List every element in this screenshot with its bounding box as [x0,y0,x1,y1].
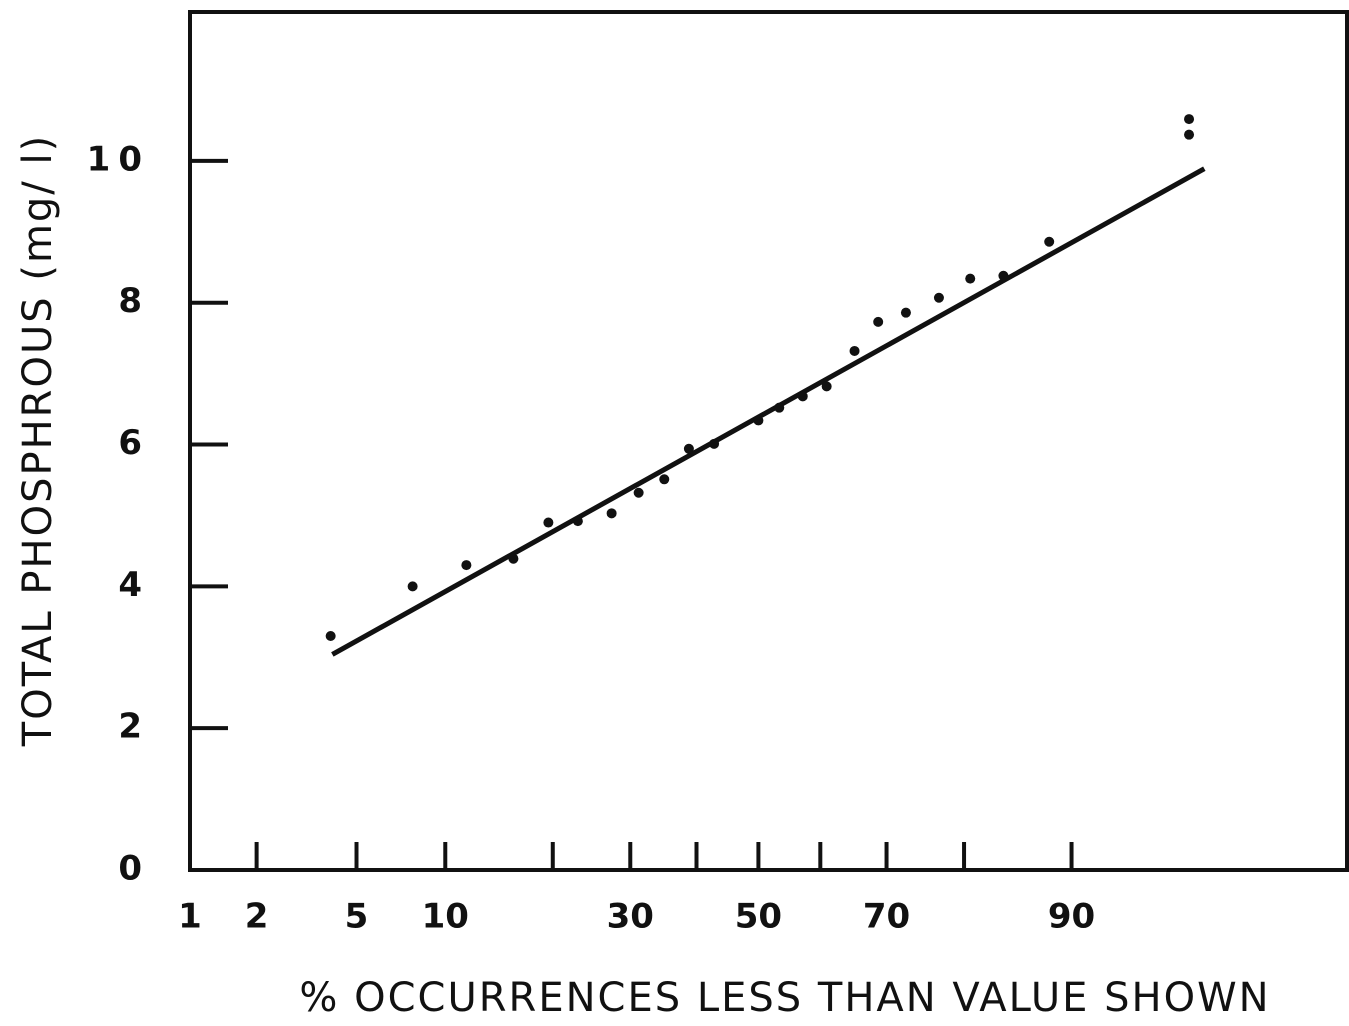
y-tick-label: 4 [118,565,150,605]
point [774,402,785,413]
point [873,316,884,327]
point [1044,236,1055,247]
x-tick-label: 1 [178,897,202,937]
point [821,381,832,392]
x-tick-label: 90 [1048,897,1095,937]
x-tick-label: 2 [245,897,269,937]
point [1184,129,1195,140]
y-tick-label: 10 [87,139,150,179]
point [753,415,764,426]
fit-line [331,166,1206,657]
point [933,292,944,303]
point [849,345,860,356]
point [543,517,554,528]
y-tick-label: 2 [118,707,150,747]
x-tick-label: 30 [607,897,654,937]
point [633,487,644,498]
y-tick-label: 0 [118,849,150,889]
y-tick-label: 6 [118,423,150,463]
point [461,560,472,571]
x-tick-label: 5 [345,897,369,937]
point [965,273,976,284]
x-axis-label: % OCCURRENCES LESS THAN VALUE SHOWN [299,975,1270,1021]
point [508,553,519,564]
point [797,391,808,402]
y-axis-label: TOTAL PHOSPHROUS (mg/ l) [15,134,61,747]
point [325,631,336,641]
point [572,516,583,527]
x-tick-label: 50 [735,897,782,937]
point [709,438,720,449]
point [1184,114,1195,125]
point [407,581,418,592]
point [659,474,670,485]
x-tick-label: 70 [863,897,910,937]
point [998,270,1009,281]
plot-frame [188,10,1349,872]
point [606,508,617,519]
point [900,307,911,318]
point [683,443,694,454]
x-tick-label: 10 [422,897,469,937]
y-tick-label: 8 [118,281,150,321]
